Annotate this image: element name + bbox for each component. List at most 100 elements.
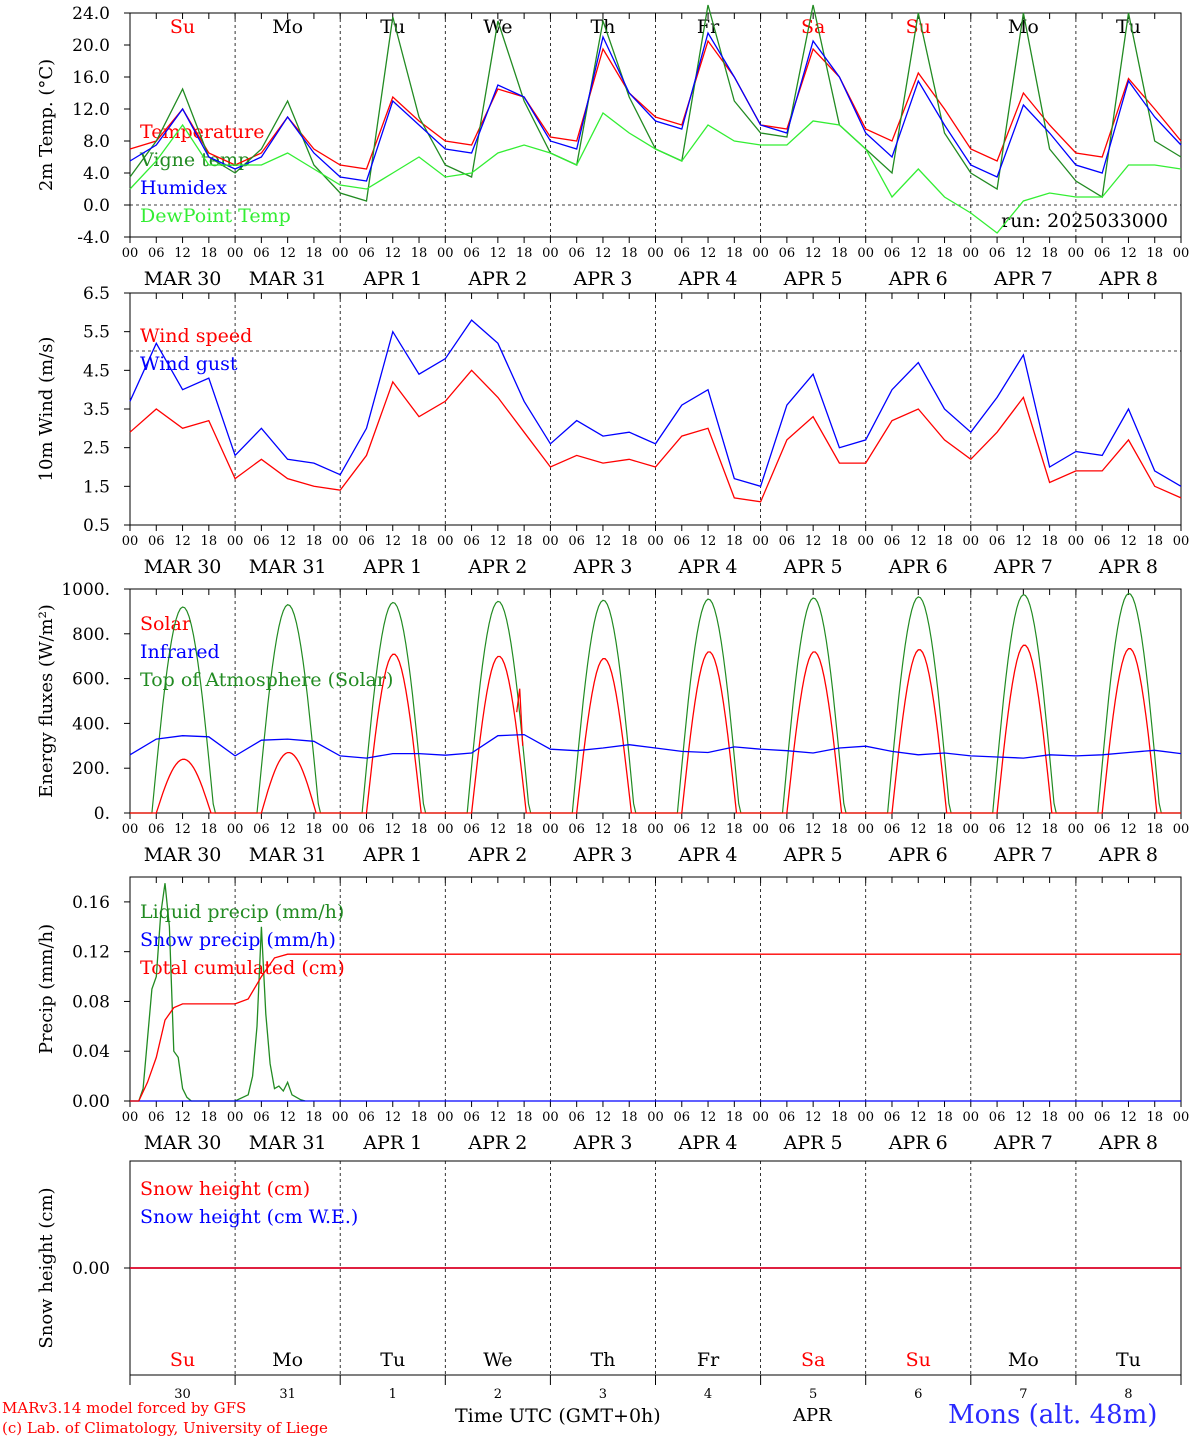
y-tick-label: 6.5 xyxy=(83,284,110,304)
date-label: APR 4 xyxy=(678,844,738,866)
time-axis-title: Time UTC (GMT+0h) xyxy=(455,1405,661,1427)
date-label: MAR 31 xyxy=(249,1132,327,1154)
hour-tick-label: 12 xyxy=(910,822,927,837)
hour-tick-label: 12 xyxy=(279,534,296,549)
day-abbr: Fr xyxy=(697,16,720,38)
y-tick-label: 0.04 xyxy=(72,1042,110,1062)
hour-tick-label: 12 xyxy=(174,246,191,261)
panel-frame xyxy=(129,588,1182,814)
date-label: APR 8 xyxy=(1098,1132,1158,1154)
hour-tick-label: 18 xyxy=(831,246,848,261)
model-credit: MARv3.14 model forced by GFS (c) Lab. of… xyxy=(2,1398,328,1438)
hour-tick-label: 18 xyxy=(1041,534,1058,549)
hour-tick-label: 18 xyxy=(1146,822,1163,837)
hour-tick-label: 06 xyxy=(989,246,1006,261)
hour-tick-label: 06 xyxy=(779,822,796,837)
hour-tick-label: 12 xyxy=(1015,246,1032,261)
day-abbr: Tu xyxy=(380,16,405,38)
hour-tick-label: 18 xyxy=(306,534,323,549)
hour-tick-label: 00 xyxy=(227,1110,244,1125)
hour-tick-label: 00 xyxy=(542,1110,559,1125)
y-axis-label: Snow height (cm) xyxy=(36,1187,57,1348)
date-label: APR 2 xyxy=(467,268,527,290)
y-tick-label: 0.16 xyxy=(72,893,110,913)
hour-tick-label: 18 xyxy=(621,534,638,549)
hour-tick-label: 06 xyxy=(884,534,901,549)
y-tick-label: 1000. xyxy=(61,580,110,600)
hour-tick-label: 06 xyxy=(674,1110,691,1125)
bottom-day-number: 1 xyxy=(389,1387,397,1400)
hour-tick-label: 06 xyxy=(989,534,1006,549)
series-line xyxy=(129,319,1182,488)
date-label: MAR 30 xyxy=(144,1132,222,1154)
hour-tick-label: 18 xyxy=(1146,246,1163,261)
hour-tick-label: 00 xyxy=(227,534,244,549)
hour-tick-label: 12 xyxy=(595,246,612,261)
hour-tick-label: 00 xyxy=(752,1110,769,1125)
date-label: MAR 31 xyxy=(249,556,327,578)
hour-tick-label: 12 xyxy=(700,246,717,261)
y-tick-label: 600. xyxy=(72,670,110,690)
y-tick-label: 0.0 xyxy=(83,196,110,216)
hour-tick-label: 12 xyxy=(174,822,191,837)
hour-tick-label: 06 xyxy=(779,1110,796,1125)
day-abbr: Su xyxy=(906,16,931,38)
hour-tick-label: 12 xyxy=(805,246,822,261)
hour-tick-label: 18 xyxy=(831,822,848,837)
hour-tick-label: 12 xyxy=(384,534,401,549)
hour-tick-label: 06 xyxy=(148,534,165,549)
hour-tick-label: 00 xyxy=(963,822,980,837)
hour-tick-label: 00 xyxy=(857,822,874,837)
y-tick-label: 3.5 xyxy=(83,400,110,420)
day-abbr: Th xyxy=(590,16,615,38)
hour-tick-label: 06 xyxy=(463,534,480,549)
legend-entry: Wind gust xyxy=(140,353,238,375)
hour-tick-label: 00 xyxy=(437,822,454,837)
hour-tick-label: 00 xyxy=(1173,822,1190,837)
hour-tick-label: 12 xyxy=(1015,822,1032,837)
y-tick-label: 400. xyxy=(72,714,110,734)
legend-entry: Snow height (cm) xyxy=(140,1178,310,1200)
hour-tick-label: 00 xyxy=(1173,1110,1190,1125)
date-label: APR 3 xyxy=(572,1132,632,1154)
date-label: MAR 31 xyxy=(249,268,327,290)
bottom-day-abbr: We xyxy=(483,1349,512,1371)
hour-tick-label: 12 xyxy=(910,534,927,549)
hour-tick-label: 12 xyxy=(595,1110,612,1125)
date-label: APR 5 xyxy=(783,844,843,866)
hour-tick-label: 06 xyxy=(1094,822,1111,837)
bottom-day-number: 6 xyxy=(914,1387,922,1400)
legend-entry: Total cumulated (cm) xyxy=(140,957,345,979)
hour-tick-label: 12 xyxy=(805,1110,822,1125)
run-label: run: 2025033000 xyxy=(1001,210,1168,232)
legend-entry: Top of Atmosphere (Solar) xyxy=(140,669,393,691)
hour-tick-label: 06 xyxy=(253,1110,270,1125)
hour-tick-label: 00 xyxy=(857,1110,874,1125)
hour-tick-label: 00 xyxy=(963,246,980,261)
y-tick-label: 24.0 xyxy=(72,4,110,24)
y-axis-label: 10m Wind (m/s) xyxy=(36,337,57,482)
date-label: APR 5 xyxy=(783,556,843,578)
panel-frame xyxy=(129,12,1182,238)
hour-tick-label: 12 xyxy=(490,534,507,549)
hour-tick-label: 18 xyxy=(726,1110,743,1125)
hour-tick-label: 00 xyxy=(542,246,559,261)
hour-tick-label: 00 xyxy=(1173,534,1190,549)
series-line xyxy=(129,31,1182,182)
legend-entry: Snow precip (mm/h) xyxy=(140,929,336,951)
hour-tick-label: 12 xyxy=(490,246,507,261)
date-label: APR 6 xyxy=(888,1132,948,1154)
bottom-day-abbr: Su xyxy=(170,1349,195,1371)
hour-tick-label: 18 xyxy=(201,534,218,549)
y-tick-label: 0.12 xyxy=(72,943,110,963)
y-tick-label: 0. xyxy=(94,804,110,824)
date-label: APR 1 xyxy=(362,268,422,290)
hour-tick-label: 12 xyxy=(279,822,296,837)
legend-entry: Liquid precip (mm/h) xyxy=(140,901,344,923)
hour-tick-label: 00 xyxy=(122,1110,139,1125)
hour-tick-label: 12 xyxy=(490,1110,507,1125)
hour-tick-label: 18 xyxy=(411,246,428,261)
hour-tick-label: 12 xyxy=(174,534,191,549)
series-line xyxy=(130,953,1181,1102)
hour-tick-label: 00 xyxy=(857,534,874,549)
